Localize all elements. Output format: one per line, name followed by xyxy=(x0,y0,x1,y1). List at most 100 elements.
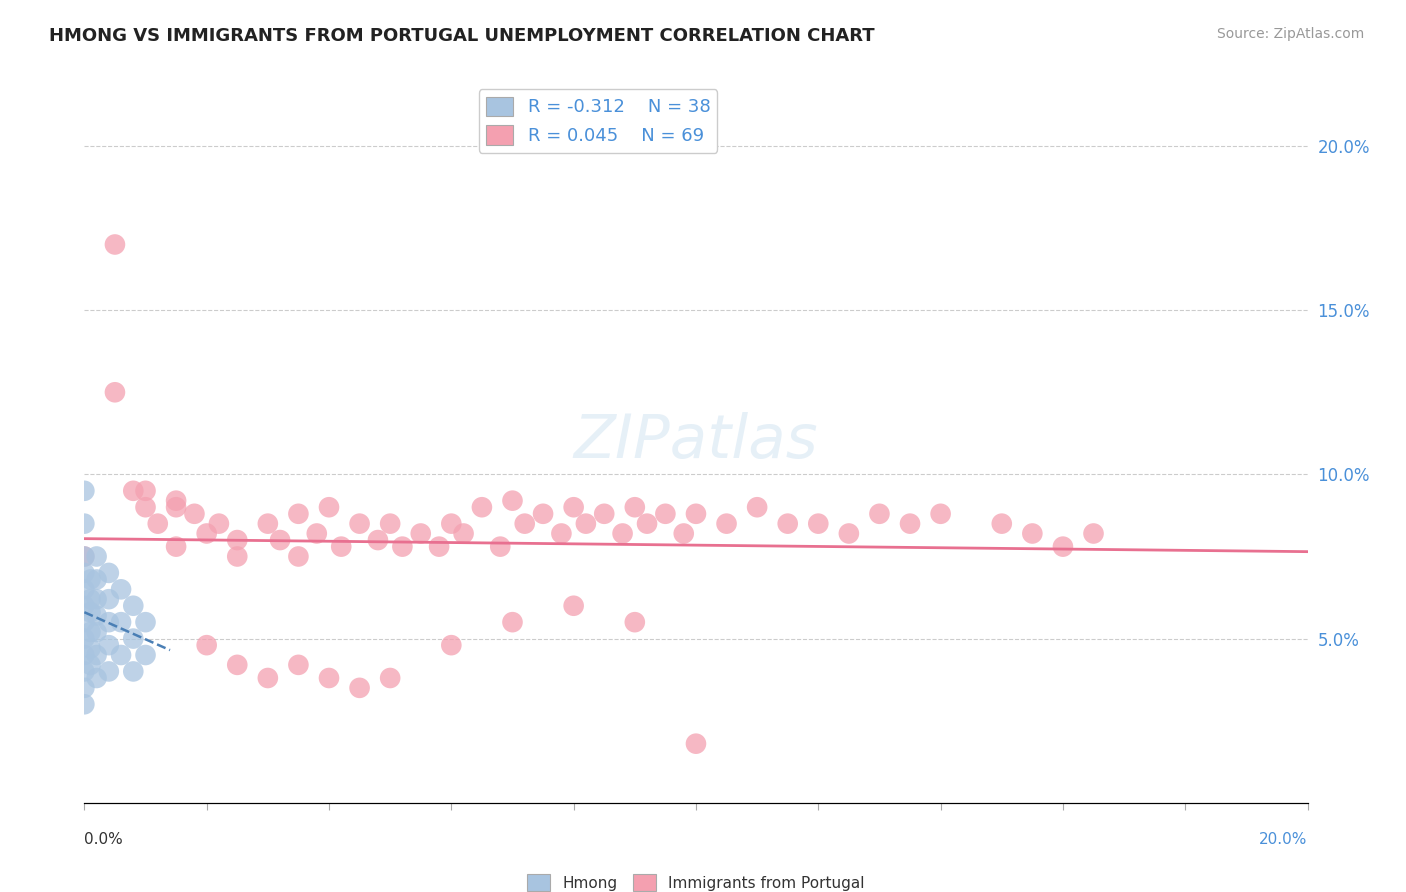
Point xyxy=(208,516,231,531)
Point xyxy=(79,592,101,607)
Point xyxy=(97,615,120,630)
Point xyxy=(685,507,707,521)
Point xyxy=(807,516,830,531)
Point xyxy=(380,516,402,531)
Point xyxy=(672,526,695,541)
Point xyxy=(513,516,536,531)
Point xyxy=(135,648,157,662)
Point xyxy=(489,540,512,554)
Point xyxy=(73,483,96,498)
Point xyxy=(122,632,145,646)
Point xyxy=(612,526,634,541)
Point xyxy=(471,500,494,515)
Point xyxy=(562,599,585,613)
Point xyxy=(991,516,1014,531)
Point xyxy=(409,526,432,541)
Point xyxy=(165,500,187,515)
Point xyxy=(550,526,572,541)
Point xyxy=(502,493,524,508)
Point xyxy=(73,648,96,662)
Point xyxy=(97,566,120,580)
Point xyxy=(146,516,169,531)
Point xyxy=(1052,540,1074,554)
Point xyxy=(318,671,340,685)
Point xyxy=(97,592,120,607)
Point xyxy=(349,681,371,695)
Point xyxy=(380,671,402,685)
Point xyxy=(104,385,127,400)
Point xyxy=(349,516,371,531)
Point xyxy=(97,665,120,679)
Point xyxy=(73,566,96,580)
Point xyxy=(73,665,96,679)
Point xyxy=(838,526,860,541)
Point xyxy=(776,516,799,531)
Point xyxy=(716,516,738,531)
Point xyxy=(165,540,187,554)
Point xyxy=(367,533,389,547)
Point xyxy=(685,737,707,751)
Point xyxy=(79,625,101,640)
Point xyxy=(624,615,647,630)
Point xyxy=(195,526,218,541)
Point xyxy=(654,507,676,521)
Point xyxy=(79,641,101,656)
Point xyxy=(330,540,353,554)
Text: Source: ZipAtlas.com: Source: ZipAtlas.com xyxy=(1216,27,1364,41)
Point xyxy=(73,698,96,712)
Point xyxy=(79,573,101,587)
Point xyxy=(86,573,108,587)
Point xyxy=(287,657,309,672)
Point xyxy=(440,638,463,652)
Point xyxy=(73,632,96,646)
Point xyxy=(226,549,249,564)
Point xyxy=(305,526,328,541)
Point xyxy=(575,516,598,531)
Point xyxy=(593,507,616,521)
Point xyxy=(104,237,127,252)
Point xyxy=(453,526,475,541)
Point xyxy=(391,540,413,554)
Point xyxy=(73,615,96,630)
Point xyxy=(110,582,132,597)
Text: 0.0%: 0.0% xyxy=(84,831,124,847)
Point xyxy=(86,608,108,623)
Point xyxy=(195,638,218,652)
Point xyxy=(165,493,187,508)
Point xyxy=(86,592,108,607)
Point xyxy=(1083,526,1105,541)
Point xyxy=(636,516,658,531)
Point xyxy=(86,671,108,685)
Point xyxy=(135,500,157,515)
Text: ZIPatlas: ZIPatlas xyxy=(574,412,818,471)
Point xyxy=(440,516,463,531)
Point xyxy=(86,625,108,640)
Point xyxy=(79,657,101,672)
Point xyxy=(122,483,145,498)
Point xyxy=(562,500,585,515)
Point xyxy=(747,500,769,515)
Point xyxy=(122,599,145,613)
Point xyxy=(427,540,450,554)
Point xyxy=(226,657,249,672)
Point xyxy=(318,500,340,515)
Point xyxy=(135,615,157,630)
Text: HMONG VS IMMIGRANTS FROM PORTUGAL UNEMPLOYMENT CORRELATION CHART: HMONG VS IMMIGRANTS FROM PORTUGAL UNEMPL… xyxy=(49,27,875,45)
Text: 20.0%: 20.0% xyxy=(1260,831,1308,847)
Point xyxy=(79,605,101,619)
Point xyxy=(110,648,132,662)
Point xyxy=(287,507,309,521)
Point xyxy=(110,615,132,630)
Point xyxy=(122,665,145,679)
Point xyxy=(287,549,309,564)
Point xyxy=(269,533,291,547)
Point xyxy=(502,615,524,630)
Point xyxy=(257,516,280,531)
Point xyxy=(898,516,921,531)
Point xyxy=(73,681,96,695)
Point xyxy=(86,648,108,662)
Point xyxy=(929,507,952,521)
Point xyxy=(257,671,280,685)
Point xyxy=(1021,526,1043,541)
Point xyxy=(73,516,96,531)
